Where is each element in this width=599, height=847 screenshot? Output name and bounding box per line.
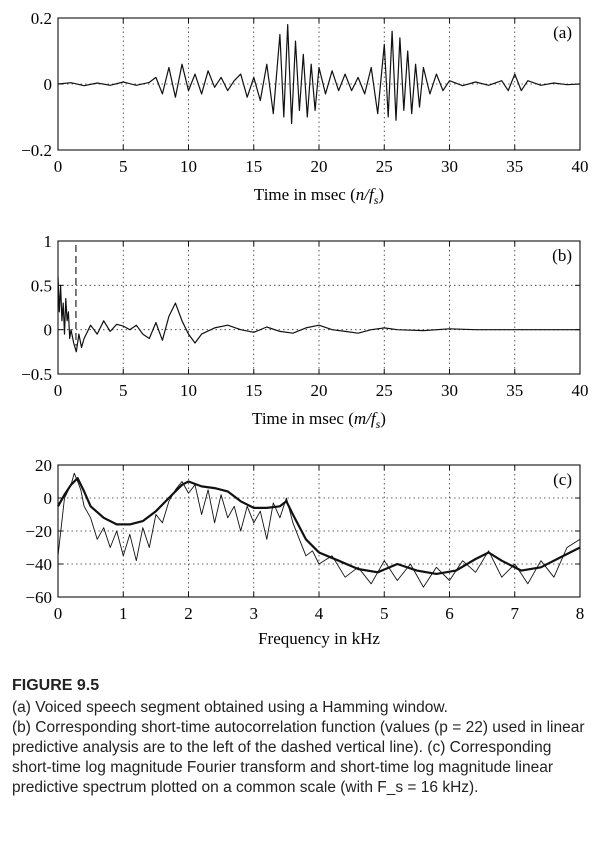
x-tick-label: 35 [506,381,523,400]
y-tick-label: −0.5 [21,365,52,384]
y-tick-label: −60 [25,588,52,607]
x-axis-label: Time in msec (n/fs) [254,185,384,207]
series-line-fft [57,472,581,588]
y-tick-label: 0 [44,75,53,94]
x-tick-label: 8 [576,604,585,623]
x-tick-label: 15 [245,381,262,400]
x-tick-label: 25 [376,157,393,176]
y-tick-label: 1 [44,232,53,251]
series-line-lpc [57,477,581,576]
x-axis-label: Frequency in kHz [258,629,380,648]
x-tick-label: 6 [445,604,454,623]
x-tick-label: 25 [376,381,393,400]
x-tick-label: 5 [119,381,128,400]
y-tick-label: 0.5 [31,276,52,295]
x-tick-label: 0 [54,157,63,176]
y-tick-label: −20 [25,522,52,541]
x-tick-label: 10 [180,157,197,176]
x-tick-label: 35 [506,157,523,176]
panel-annotation: (c) [553,470,572,489]
x-tick-label: 3 [250,604,259,623]
x-tick-label: 5 [119,157,128,176]
x-tick-label: 7 [511,604,520,623]
series-line-s0 [57,24,581,125]
x-tick-label: 0 [54,604,63,623]
caption-title: FIGURE 9.5 [12,677,100,694]
x-tick-label: 40 [572,381,589,400]
x-tick-label: 1 [119,604,128,623]
x-tick-label: 0 [54,381,63,400]
caption-line-bc: (b) Corresponding short-time autocorrela… [12,719,585,796]
y-tick-label: −0.2 [21,141,52,160]
x-tick-label: 4 [315,604,324,623]
y-tick-label: 0 [44,321,53,340]
y-tick-label: −40 [25,555,52,574]
panel-annotation: (b) [552,246,572,265]
x-tick-label: 20 [311,381,328,400]
y-tick-label: 0 [44,489,53,508]
series-line-s0 [57,276,580,353]
x-tick-label: 15 [245,157,262,176]
x-tick-label: 40 [572,157,589,176]
caption-line-a: (a) Voiced speech segment obtained using… [12,699,448,716]
x-tick-label: 10 [180,381,197,400]
x-axis-label: Time in msec (m/fs) [252,409,386,431]
x-tick-label: 2 [184,604,193,623]
panel-annotation: (a) [553,23,572,42]
figure-caption: FIGURE 9.5 (a) Voiced speech segment obt… [12,676,592,798]
y-tick-label: 0.2 [31,9,52,28]
y-tick-label: 20 [35,456,52,475]
x-tick-label: 30 [441,381,458,400]
x-tick-label: 30 [441,157,458,176]
x-tick-label: 5 [380,604,389,623]
panel-c: 0 1 2 3 4 5 6 7 8 20 0 −20 −40 −60 Frequency in kHz (c) [25,456,584,648]
x-tick-label: 20 [311,157,328,176]
